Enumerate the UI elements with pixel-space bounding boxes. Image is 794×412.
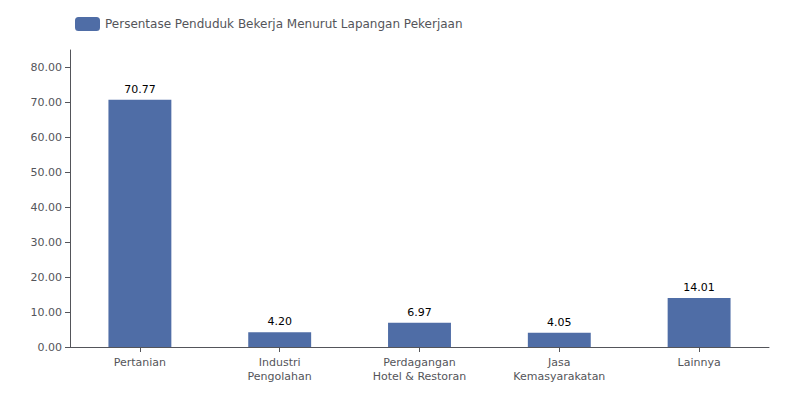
svg-text:Kemasyarakatan: Kemasyarakatan (513, 370, 605, 383)
svg-text:Persentase Penduduk Bekerja Me: Persentase Penduduk Bekerja Menurut Lapa… (105, 17, 463, 31)
svg-text:Pengolahan: Pengolahan (248, 370, 312, 383)
svg-text:Pertanian: Pertanian (114, 356, 166, 369)
svg-text:20.00: 20.00 (31, 271, 63, 284)
svg-text:70.77: 70.77 (124, 83, 156, 96)
svg-text:0.00: 0.00 (38, 341, 63, 354)
svg-text:60.00: 60.00 (31, 131, 63, 144)
svg-text:14.01: 14.01 (683, 281, 715, 294)
svg-text:50.00: 50.00 (31, 166, 63, 179)
svg-text:Jasa: Jasa (547, 356, 570, 369)
svg-text:Perdagangan: Perdagangan (383, 356, 455, 369)
svg-text:4.20: 4.20 (267, 315, 292, 328)
svg-text:80.00: 80.00 (31, 61, 63, 74)
svg-text:30.00: 30.00 (31, 236, 63, 249)
svg-text:4.05: 4.05 (547, 316, 572, 329)
svg-text:Industri: Industri (259, 356, 301, 369)
svg-text:Lainnya: Lainnya (678, 356, 721, 369)
svg-text:70.00: 70.00 (31, 96, 63, 109)
svg-text:40.00: 40.00 (31, 201, 63, 214)
svg-text:Hotel & Restoran: Hotel & Restoran (373, 370, 467, 383)
svg-text:6.97: 6.97 (407, 306, 432, 319)
svg-text:10.00: 10.00 (31, 306, 63, 319)
